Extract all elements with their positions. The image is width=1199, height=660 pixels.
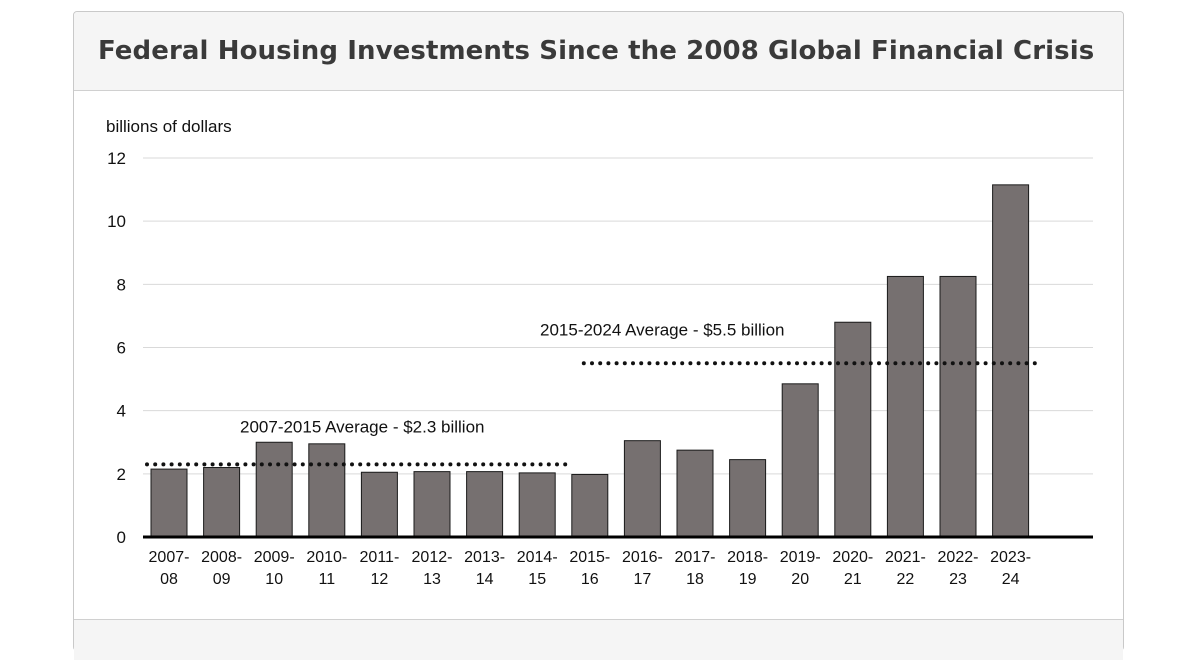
x-tick-label: 15 [528, 571, 546, 588]
x-tick-label: 19 [739, 571, 757, 588]
y-tick-label: 8 [117, 275, 126, 294]
bar-chart: 2007-2015 Average - $2.3 billion2015-202… [106, 117, 1093, 588]
bar [255, 441, 293, 538]
bar [623, 440, 661, 538]
x-tick-label: 2018- [727, 549, 768, 566]
x-tick-label: 2022- [938, 549, 979, 566]
x-tick-label: 17 [634, 571, 652, 588]
x-tick-label: 23 [949, 571, 967, 588]
x-tick-label: 11 [318, 571, 335, 588]
x-axis-ticks: 2007- 08 2008- 09 2009- 10 2010- 11 2011- 12 2012-… [149, 549, 1032, 588]
bar [886, 275, 924, 538]
bar [203, 467, 241, 538]
bar [834, 321, 872, 538]
bar [781, 383, 819, 538]
x-tick-label: 2023- [990, 549, 1031, 566]
average-lines: 2007-2015 Average - $2.3 billion 2015-202… [145, 320, 1043, 467]
x-tick-label: 2007- [149, 549, 190, 566]
y-tick-label: 4 [117, 402, 126, 421]
x-tick-label: 2020- [832, 549, 873, 566]
x-tick-label: 2015- [569, 549, 610, 566]
x-tick-label: 16 [581, 571, 599, 588]
bars [150, 184, 1030, 538]
bar [150, 468, 188, 538]
y-axis-ticks: 0 2 4 6 8 10 12 [107, 149, 126, 547]
x-tick-label: 08 [160, 571, 178, 588]
bar [992, 184, 1030, 538]
x-tick-label: 20 [791, 571, 809, 588]
gridlines [143, 157, 1093, 475]
bar [360, 471, 398, 538]
x-tick-label: 10 [265, 571, 283, 588]
x-tick-label: 2009- [254, 549, 295, 566]
x-tick-label: 2008- [201, 549, 242, 566]
x-tick-label: 2019- [780, 549, 821, 566]
x-tick-label: 09 [213, 571, 231, 588]
x-tick-label: 2010- [306, 549, 347, 566]
x-tick-label: 2012- [412, 549, 453, 566]
x-tick-label: 14 [476, 571, 494, 588]
x-tick-label: 2016- [622, 549, 663, 566]
chart-title: Federal Housing Investments Since the 20… [98, 36, 1095, 66]
x-tick-label: 21 [844, 571, 862, 588]
bar [413, 471, 451, 538]
y-tick-label: 10 [107, 212, 126, 231]
x-tick-label: 2011- [360, 549, 400, 566]
bar [676, 449, 714, 538]
bar [308, 443, 346, 538]
bar [466, 471, 504, 538]
x-tick-label: 13 [423, 571, 441, 588]
average-annotation: 2007-2015 Average - $2.3 billion [240, 417, 484, 436]
y-axis-label: billions of dollars [106, 117, 232, 136]
y-tick-label: 2 [117, 465, 126, 484]
bar [939, 275, 977, 538]
x-tick-label: 2013- [464, 549, 505, 566]
bar [729, 459, 767, 538]
x-tick-label: 12 [371, 571, 389, 588]
bar [571, 473, 609, 538]
average-annotation: 2015-2024 Average - $5.5 billion [540, 320, 784, 339]
y-tick-label: 6 [117, 339, 126, 358]
bar [518, 472, 556, 538]
card-header: Federal Housing Investments Since the 20… [74, 12, 1123, 91]
x-tick-label: 2017- [675, 549, 716, 566]
y-tick-label: 12 [107, 149, 126, 168]
y-tick-label: 0 [117, 528, 126, 547]
x-tick-label: 2021- [885, 549, 926, 566]
x-tick-label: 18 [686, 571, 704, 588]
x-tick-label: 2014- [517, 549, 558, 566]
x-tick-label: 22 [897, 571, 915, 588]
x-tick-label: 24 [1002, 571, 1020, 588]
